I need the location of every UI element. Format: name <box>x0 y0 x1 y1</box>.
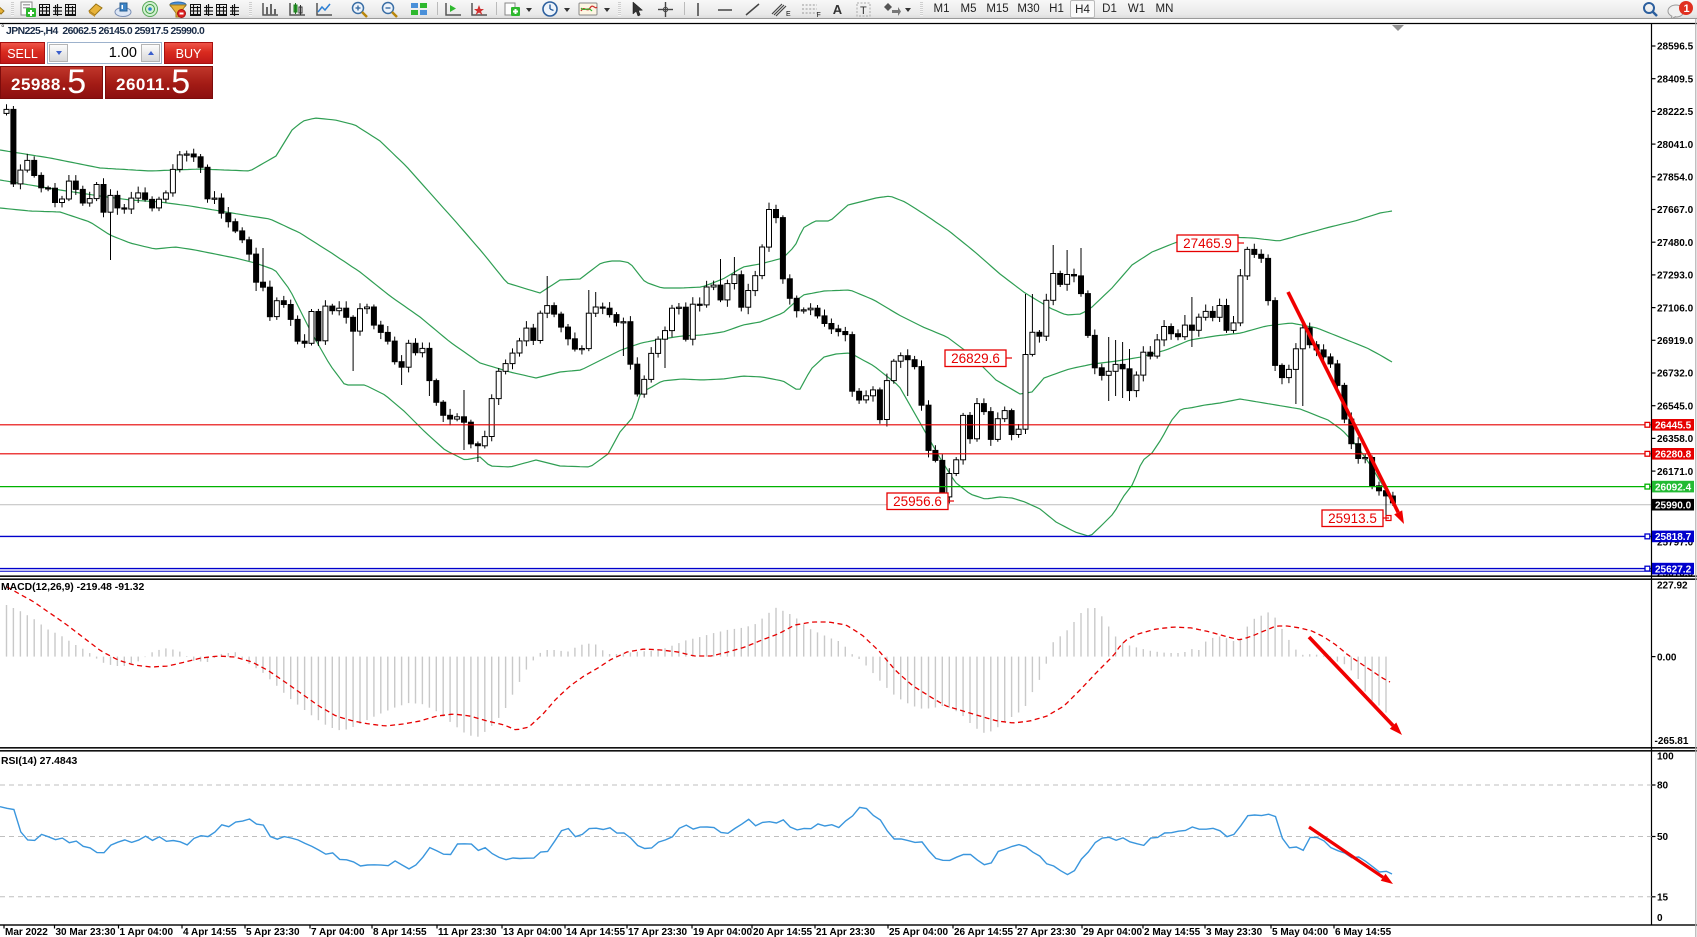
svg-text:13 Apr 04:00: 13 Apr 04:00 <box>503 927 563 937</box>
svg-text:26829.6: 26829.6 <box>951 351 1000 366</box>
svg-text:26732.0: 26732.0 <box>1657 369 1694 380</box>
svg-text:MACD(12,26,9) -219.48 -91.32: MACD(12,26,9) -219.48 -91.32 <box>1 582 144 593</box>
svg-text:4 Apr 14:55: 4 Apr 14:55 <box>183 927 237 937</box>
svg-text:E: E <box>786 11 791 18</box>
svg-text:28041.0: 28041.0 <box>1657 140 1694 151</box>
svg-text:15: 15 <box>1657 893 1669 904</box>
svg-text:2 May 14:55: 2 May 14:55 <box>1144 927 1201 937</box>
svg-text:26 Apr 14:55: 26 Apr 14:55 <box>954 927 1014 937</box>
svg-text:100: 100 <box>1657 752 1674 763</box>
svg-text:26919.0: 26919.0 <box>1657 336 1694 347</box>
svg-text:28596.5: 28596.5 <box>1657 42 1694 53</box>
svg-text:17 Apr 23:30: 17 Apr 23:30 <box>628 927 688 937</box>
svg-text:25818.7: 25818.7 <box>1655 532 1692 543</box>
svg-text:19 Apr 04:00: 19 Apr 04:00 <box>693 927 753 937</box>
svg-text:27 Apr 23:30: 27 Apr 23:30 <box>1017 927 1077 937</box>
svg-text:26171.0: 26171.0 <box>1657 467 1694 478</box>
svg-text:JPN225-,H4 26062.5 26145.0 25: JPN225-,H4 26062.5 26145.0 25917.5 25990… <box>6 26 205 37</box>
svg-text:28222.5: 28222.5 <box>1657 107 1694 118</box>
svg-text:8 Apr 14:55: 8 Apr 14:55 <box>373 927 427 937</box>
svg-text:25956.6: 25956.6 <box>893 494 942 509</box>
svg-text:Mar 2022: Mar 2022 <box>5 927 48 937</box>
svg-text:26092.4: 26092.4 <box>1655 482 1692 493</box>
svg-text:27465.9: 27465.9 <box>1183 236 1232 251</box>
svg-text:21 Apr 23:30: 21 Apr 23:30 <box>816 927 876 937</box>
svg-text:T: T <box>860 5 867 17</box>
svg-text:7 Apr 04:00: 7 Apr 04:00 <box>311 927 365 937</box>
svg-text:°: ° <box>1 23 5 33</box>
svg-text:0.00: 0.00 <box>1657 652 1677 663</box>
svg-text:RSI(14) 27.4843: RSI(14) 27.4843 <box>1 756 77 767</box>
svg-text:25913.5: 25913.5 <box>1328 511 1377 526</box>
svg-text:26445.5: 26445.5 <box>1655 421 1692 432</box>
svg-text:27293.0: 27293.0 <box>1657 271 1694 282</box>
svg-text:227.92: 227.92 <box>1657 580 1688 591</box>
svg-text:-265.81: -265.81 <box>1655 736 1689 747</box>
svg-text:11 Apr 23:30: 11 Apr 23:30 <box>438 927 497 937</box>
svg-text:1: 1 <box>1684 3 1690 15</box>
svg-text:5 May 04:00: 5 May 04:00 <box>1272 927 1329 937</box>
svg-text:0: 0 <box>1657 913 1663 924</box>
svg-text:80: 80 <box>1657 781 1669 792</box>
svg-text:27854.0: 27854.0 <box>1657 173 1694 184</box>
svg-text:F: F <box>817 12 821 18</box>
svg-text:27667.0: 27667.0 <box>1657 205 1694 216</box>
svg-text:27106.0: 27106.0 <box>1657 303 1694 314</box>
svg-text:5 Apr 23:30: 5 Apr 23:30 <box>246 927 300 937</box>
svg-text:1 Apr 04:00: 1 Apr 04:00 <box>120 927 174 937</box>
svg-text:25627.2: 25627.2 <box>1655 564 1692 575</box>
svg-text:3 May 23:30: 3 May 23:30 <box>1206 927 1263 937</box>
svg-text:25797.0: 25797.0 <box>1657 538 1694 549</box>
svg-text:26280.8: 26280.8 <box>1655 450 1692 461</box>
svg-text:25 Apr 04:00: 25 Apr 04:00 <box>889 927 949 937</box>
svg-text:14 Apr 14:55: 14 Apr 14:55 <box>566 927 626 937</box>
svg-text:26545.0: 26545.0 <box>1657 401 1694 412</box>
svg-text:29 Apr 04:00: 29 Apr 04:00 <box>1083 927 1143 937</box>
svg-text:25990.0: 25990.0 <box>1655 500 1692 511</box>
svg-text:50: 50 <box>1657 832 1669 843</box>
svg-text:26358.0: 26358.0 <box>1657 434 1694 445</box>
svg-text:28409.5: 28409.5 <box>1657 74 1694 85</box>
svg-text:30 Mar 23:30: 30 Mar 23:30 <box>56 927 116 937</box>
svg-text:6 May 14:55: 6 May 14:55 <box>1335 927 1392 937</box>
svg-text:27480.0: 27480.0 <box>1657 238 1694 249</box>
svg-text:20 Apr 14:55: 20 Apr 14:55 <box>753 927 813 937</box>
